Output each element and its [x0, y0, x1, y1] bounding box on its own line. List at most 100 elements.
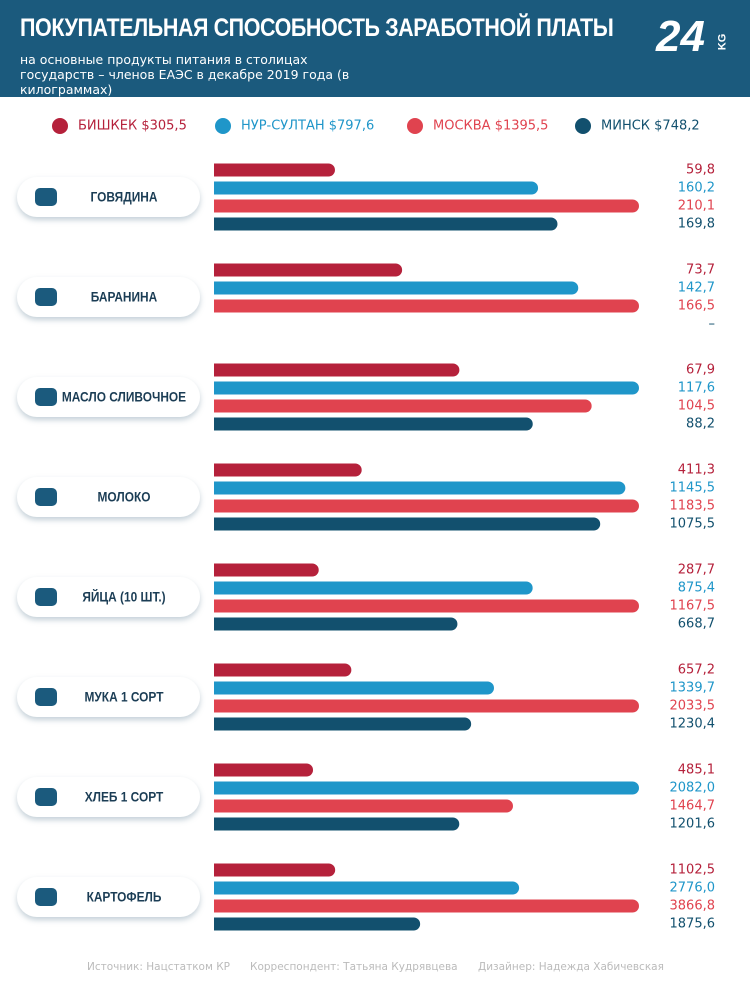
header: ПОКУПАТЕЛЬНАЯ СПОСОБНОСТЬ ЗАРАБОТНОЙ ПЛА… [0, 0, 750, 97]
legend-marker [575, 118, 591, 134]
value-label: 104,5 [678, 399, 715, 414]
category-pill [17, 277, 200, 317]
legend-marker [407, 118, 423, 134]
category-label: БАРАНИНА [91, 289, 158, 305]
category-label: МАСЛО СЛИВОЧНОЕ [62, 389, 187, 405]
bar [214, 299, 639, 313]
value-label: 657,2 [678, 663, 715, 678]
legend-label: МОСКВА $1395,5 [433, 119, 548, 134]
category-icon [35, 888, 57, 906]
value-label: – [709, 317, 716, 332]
legend-marker [215, 118, 231, 134]
chart-title: ПОКУПАТЕЛЬНАЯ СПОСОБНОСТЬ ЗАРАБОТНОЙ ПЛА… [20, 14, 614, 42]
category-icon [35, 788, 57, 806]
legend-label: НУР-СУЛТАН $797,6 [241, 119, 374, 134]
value-label: 1201,6 [670, 817, 716, 832]
bar [214, 417, 533, 431]
bar [213, 481, 626, 495]
value-label: 1339,7 [670, 681, 716, 696]
value-label: 1102,5 [670, 863, 716, 878]
category-icon [35, 688, 57, 706]
bar [214, 363, 460, 377]
bar [214, 699, 639, 713]
bar [214, 381, 639, 395]
legend-marker [52, 118, 68, 134]
bar [214, 399, 592, 413]
value-label: 411,3 [678, 463, 715, 478]
category-pill [17, 777, 200, 817]
value-label: 2033,5 [670, 699, 716, 714]
value-label: 287,7 [678, 563, 715, 578]
bar [214, 817, 460, 831]
bar [214, 681, 494, 695]
value-label: 668,7 [678, 617, 715, 632]
legend-label: МИНСК $748,2 [601, 119, 700, 134]
bar [214, 763, 314, 777]
value-label: 1167,5 [670, 599, 716, 614]
value-label: 73,7 [686, 263, 715, 278]
value-label: 67,9 [686, 363, 715, 378]
footer-text: Дизайнер: Надежда Хабичевская [478, 961, 664, 973]
value-label: 1230,4 [670, 717, 716, 732]
category-pill [17, 377, 200, 417]
value-label: 875,4 [678, 581, 715, 596]
value-label: 142,7 [678, 281, 715, 296]
logo-sub: KG [716, 33, 729, 51]
bar [214, 717, 472, 731]
logo: 24 [656, 12, 705, 61]
bar [214, 581, 533, 595]
category-label: ХЛЕБ 1 СОРТ [85, 789, 164, 805]
bar [214, 599, 639, 613]
category-label: КАРТОФЕЛЬ [87, 889, 162, 905]
bar [214, 781, 639, 795]
value-label: 210,1 [678, 199, 715, 214]
value-label: 166,5 [678, 299, 715, 314]
value-label: 169,8 [678, 217, 715, 232]
bar [214, 617, 458, 631]
bar [214, 199, 639, 213]
bar [214, 163, 335, 177]
bar [214, 663, 352, 677]
category-pill [17, 877, 200, 917]
category-icon [35, 488, 57, 506]
footer-text: Источник: Нацстатком КР [87, 961, 230, 973]
value-label: 1183,5 [670, 499, 716, 514]
bar [213, 263, 403, 277]
legend-label: БИШКЕК $305,5 [78, 119, 187, 134]
category-pill [17, 577, 200, 617]
bar [214, 281, 579, 295]
bar [214, 217, 558, 231]
category-icon [35, 188, 57, 206]
value-label: 1075,5 [670, 517, 716, 532]
bar [214, 799, 513, 813]
category-pill [17, 677, 200, 717]
category-icon [35, 588, 57, 606]
bar [214, 517, 601, 531]
bar [214, 899, 639, 913]
chart-subtitle: на основные продукты питания в столицах … [20, 52, 350, 97]
category-icon [35, 288, 57, 306]
bar [214, 499, 639, 513]
bar [213, 181, 539, 195]
category-pill [17, 177, 200, 217]
bar [214, 463, 362, 477]
value-label: 485,1 [678, 763, 715, 778]
value-label: 1875,6 [670, 917, 716, 932]
footer-text: Корреспондент: Татьяна Кудрявцева [250, 961, 458, 973]
value-label: 59,8 [686, 163, 715, 178]
category-label: МУКА 1 СОРТ [85, 689, 164, 705]
value-label: 160,2 [678, 181, 715, 196]
category-icon [35, 388, 57, 406]
bar [214, 863, 336, 877]
value-label: 1464,7 [670, 799, 716, 814]
category-label: ГОВЯДИНА [91, 189, 158, 205]
bar [214, 881, 520, 895]
value-label: 3866,8 [670, 899, 716, 914]
bar [214, 563, 319, 577]
value-label: 117,6 [678, 381, 715, 396]
value-label: 88,2 [686, 417, 715, 432]
category-pill [17, 477, 200, 517]
category-label: МОЛОКО [98, 489, 151, 505]
